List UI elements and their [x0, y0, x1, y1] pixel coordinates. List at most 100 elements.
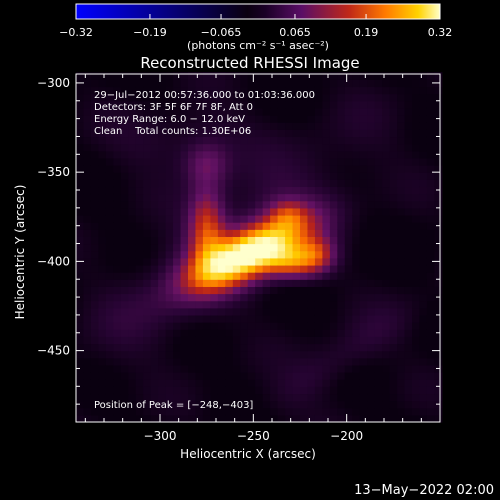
heatmap-cell: [173, 115, 182, 123]
heatmap-cell: [173, 386, 182, 395]
heatmap-cell: [277, 193, 286, 202]
heatmap-cell: [397, 414, 406, 423]
heatmap-cell: [128, 407, 137, 416]
heatmap-cell: [374, 336, 383, 345]
heatmap-cell: [367, 372, 376, 380]
heatmap-cell: [262, 293, 271, 302]
heatmap-cell: [300, 86, 309, 95]
heatmap-cell: [90, 307, 99, 316]
heatmap-cell: [105, 143, 114, 152]
heatmap-cell: [180, 250, 189, 259]
heatmap-cell: [292, 107, 301, 116]
heatmap-cell: [143, 115, 152, 123]
heatmap-cell: [143, 222, 152, 230]
heatmap-cell: [352, 400, 361, 409]
heatmap-cell: [314, 129, 323, 138]
heatmap-cell: [426, 243, 435, 252]
heatmap-cell: [329, 372, 338, 380]
heatmap-cell: [240, 372, 249, 380]
heatmap-cell: [389, 407, 398, 416]
heatmap-cell: [300, 236, 309, 245]
heatmap-cell: [277, 143, 286, 152]
heatmap-cell: [165, 307, 174, 316]
heatmap-cell: [240, 336, 249, 345]
heatmap-cell: [426, 150, 435, 159]
heatmap-cell: [397, 207, 406, 216]
heatmap-cell: [210, 286, 219, 295]
heatmap-cell: [180, 236, 189, 245]
heatmap-cell: [404, 179, 413, 188]
heatmap-cell: [165, 357, 174, 366]
heatmap-cell: [300, 136, 309, 145]
heatmap-cell: [180, 293, 189, 302]
heatmap-cell: [255, 329, 264, 337]
heatmap-cell: [344, 79, 353, 88]
heatmap-cell: [195, 172, 204, 180]
heatmap-cell: [98, 72, 107, 80]
heatmap-cell: [210, 214, 219, 223]
heatmap-cell: [374, 293, 383, 302]
heatmap-cell: [210, 107, 219, 116]
heatmap-cell: [412, 250, 421, 259]
heatmap-cell: [314, 257, 323, 266]
heatmap-cell: [404, 86, 413, 95]
heatmap-cell: [128, 200, 137, 209]
heatmap-cell: [367, 207, 376, 216]
heatmap-cell: [210, 272, 219, 280]
heatmap-cell: [76, 322, 85, 330]
heatmap-cell: [90, 243, 99, 252]
heatmap-cell: [165, 286, 174, 295]
heatmap-cell: [374, 307, 383, 316]
heatmap-cell: [105, 279, 114, 287]
heatmap-cell: [232, 250, 241, 259]
heatmap-cell: [165, 179, 174, 188]
heatmap-cell: [158, 222, 167, 230]
heatmap-cell: [374, 372, 383, 380]
heatmap-cell: [285, 200, 294, 209]
heatmap-cell: [352, 129, 361, 138]
heatmap-cell: [367, 307, 376, 316]
heatmap-cell: [195, 386, 204, 395]
heatmap-cell: [352, 165, 361, 173]
heatmap-cell: [412, 379, 421, 387]
heatmap-cell: [277, 179, 286, 188]
heatmap-cell: [135, 186, 144, 195]
heatmap-cell: [397, 107, 406, 116]
heatmap-cell: [270, 172, 279, 180]
heatmap-cell: [255, 100, 264, 109]
heatmap-cell: [158, 129, 167, 138]
heatmap-cell: [210, 307, 219, 316]
heatmap-cell: [285, 343, 294, 352]
heatmap-cell: [419, 343, 428, 352]
heatmap-cell: [292, 207, 301, 216]
heatmap-cell: [314, 150, 323, 159]
heatmap-cell: [113, 193, 122, 202]
heatmap-cell: [307, 400, 316, 409]
heatmap-cell: [389, 372, 398, 380]
heatmap-cell: [180, 322, 189, 330]
heatmap-cell: [113, 143, 122, 152]
colorbar-tick-label: −0.32: [59, 26, 93, 39]
heatmap-cell: [158, 393, 167, 402]
heatmap-cell: [255, 386, 264, 395]
heatmap-cell: [329, 86, 338, 95]
heatmap-cell: [195, 272, 204, 280]
heatmap-cell: [337, 257, 346, 266]
heatmap-cell: [225, 165, 234, 173]
heatmap-cell: [247, 400, 256, 409]
heatmap-cell: [165, 86, 174, 95]
heatmap-cell: [434, 100, 443, 109]
heatmap-cell: [83, 300, 92, 309]
heatmap-cell: [105, 286, 114, 295]
heatmap-cell: [150, 279, 159, 287]
heatmap-cell: [210, 336, 219, 345]
heatmap-cell: [202, 300, 211, 309]
heatmap-cell: [76, 86, 85, 95]
heatmap-cell: [277, 222, 286, 230]
heatmap-cell: [225, 150, 234, 159]
heatmap-cell: [240, 93, 249, 102]
heatmap-cell: [120, 386, 129, 395]
heatmap-cell: [412, 107, 421, 116]
heatmap-cell: [188, 207, 197, 216]
heatmap-cell: [337, 107, 346, 116]
